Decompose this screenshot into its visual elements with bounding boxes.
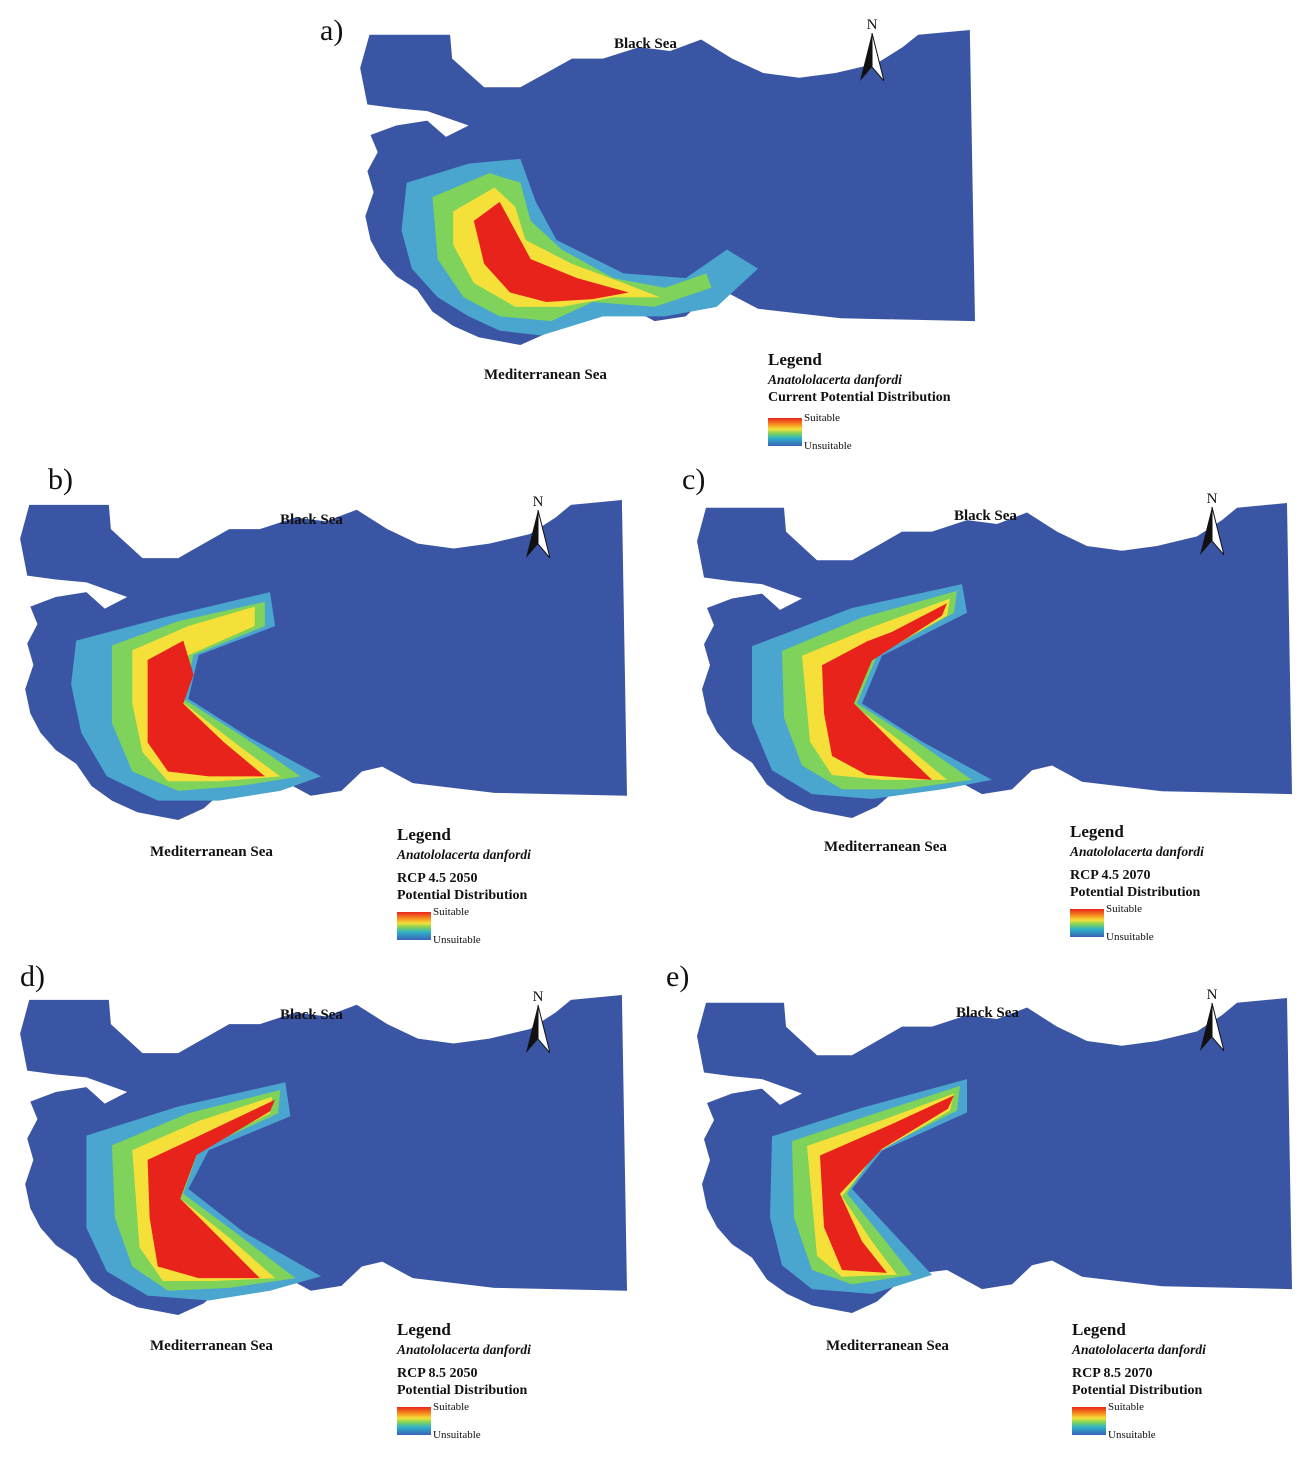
north-arrow: N (526, 989, 551, 1058)
ramp-low-label: Unsuitable (804, 440, 852, 452)
north-arrow: N (1200, 491, 1225, 560)
panel-label: c) (682, 463, 706, 496)
scenario-sublabel: Potential Distribution (1070, 885, 1201, 900)
suitability-overlay (71, 592, 321, 801)
panel-e: e) Black Sea Mediterranean Sea N Legend … (652, 960, 1304, 1457)
mediterranean-sea-label: Mediterranean Sea (826, 1338, 949, 1354)
mediterranean-sea-label: Mediterranean Sea (150, 1338, 273, 1354)
black-sea-label: Black Sea (954, 508, 1017, 524)
legend: Legend Anatololacerta danfordi RCP 8.5 2… (397, 1320, 531, 1441)
distribution-map (692, 503, 1292, 818)
scenario-sublabel: Potential Distribution (1072, 1383, 1203, 1398)
scenario-sublabel: Potential Distribution (397, 1383, 528, 1398)
species-name: Anatololacerta danfordi (768, 372, 902, 387)
scenario-label: Current Potential Distribution (768, 390, 951, 405)
north-arrow-icon (526, 509, 551, 559)
north-arrow-icon (860, 32, 885, 82)
panel-label: d) (20, 960, 45, 993)
north-label: N (866, 17, 878, 33)
legend: Legend Anatololacerta danfordi RCP 4.5 2… (397, 825, 531, 946)
north-arrow: N (1200, 987, 1225, 1056)
panel-d: d) Black Sea Mediterranean Sea N Legend … (0, 960, 652, 1457)
panel-label: b) (48, 463, 73, 496)
black-sea-label: Black Sea (614, 36, 677, 52)
north-arrow-icon (526, 1004, 551, 1054)
north-label: N (1206, 987, 1218, 1003)
suitability-overlay (770, 1079, 967, 1294)
scenario-label: RCP 8.5 2070 (1072, 1366, 1153, 1381)
legend-title: Legend (768, 350, 822, 369)
scenario-sublabel: Potential Distribution (397, 888, 528, 903)
north-arrow-icon (1200, 1002, 1225, 1052)
scenario-label: RCP 4.5 2050 (397, 871, 478, 886)
legend-title: Legend (397, 1320, 451, 1339)
black-sea-label: Black Sea (956, 1005, 1019, 1021)
ramp-low-label: Unsuitable (433, 1429, 481, 1441)
ramp-low-label: Unsuitable (1106, 931, 1154, 943)
species-name: Anatololacerta danfordi (1070, 844, 1204, 859)
legend-title: Legend (1072, 1320, 1126, 1339)
species-name: Anatololacerta danfordi (1072, 1342, 1206, 1357)
distribution-map (15, 500, 627, 820)
suitability-overlay (86, 1082, 322, 1301)
north-arrow-icon (1200, 506, 1225, 556)
mediterranean-sea-label: Mediterranean Sea (150, 844, 273, 860)
color-ramp: Suitable Unsuitable (1072, 1401, 1156, 1441)
panel-c: c) Black Sea Mediterranean Sea N Legend … (652, 463, 1304, 970)
color-ramp: Suitable Unsuitable (768, 412, 852, 452)
distribution-map (355, 30, 975, 345)
scenario-label: RCP 4.5 2070 (1070, 868, 1151, 883)
legend-title: Legend (1070, 822, 1124, 841)
ramp-high-label: Suitable (433, 906, 470, 918)
distribution-map (692, 998, 1292, 1313)
legend: Legend Anatololacerta danfordi Current P… (768, 350, 951, 452)
suitability-overlay (401, 158, 758, 336)
ramp-low-label: Unsuitable (1108, 1429, 1156, 1441)
mediterranean-sea-label: Mediterranean Sea (824, 839, 947, 855)
species-name: Anatololacerta danfordi (397, 847, 531, 862)
panel-b: b) Black Sea Mediterranean Sea N Legend … (0, 463, 652, 970)
ramp-high-label: Suitable (1108, 1401, 1145, 1413)
black-sea-label: Black Sea (280, 512, 343, 528)
distribution-map (15, 995, 627, 1315)
north-label: N (532, 989, 544, 1005)
ramp-high-label: Suitable (433, 1401, 470, 1413)
north-label: N (1206, 491, 1218, 507)
panel-label: a) (320, 14, 344, 47)
color-ramp: Suitable Unsuitable (397, 1401, 481, 1441)
ramp-high-label: Suitable (804, 412, 841, 424)
color-ramp: Suitable Unsuitable (1070, 903, 1154, 943)
north-label: N (532, 494, 544, 510)
north-arrow: N (526, 494, 551, 563)
species-name: Anatololacerta danfordi (397, 1342, 531, 1357)
panel-a: a) Black Sea Mediterranean Sea N Legend … (0, 0, 1304, 475)
panel-label: e) (666, 960, 690, 993)
legend: Legend Anatololacerta danfordi RCP 8.5 2… (1072, 1320, 1206, 1441)
ramp-low-label: Unsuitable (433, 934, 481, 946)
scenario-label: RCP 8.5 2050 (397, 1366, 478, 1381)
legend: Legend Anatololacerta danfordi RCP 4.5 2… (1070, 822, 1204, 943)
legend-title: Legend (397, 825, 451, 844)
mediterranean-sea-label: Mediterranean Sea (484, 367, 607, 383)
black-sea-label: Black Sea (280, 1007, 343, 1023)
suitability-overlay (752, 584, 992, 799)
north-arrow: N (860, 17, 885, 86)
ramp-high-label: Suitable (1106, 903, 1143, 915)
color-ramp: Suitable Unsuitable (397, 906, 481, 946)
